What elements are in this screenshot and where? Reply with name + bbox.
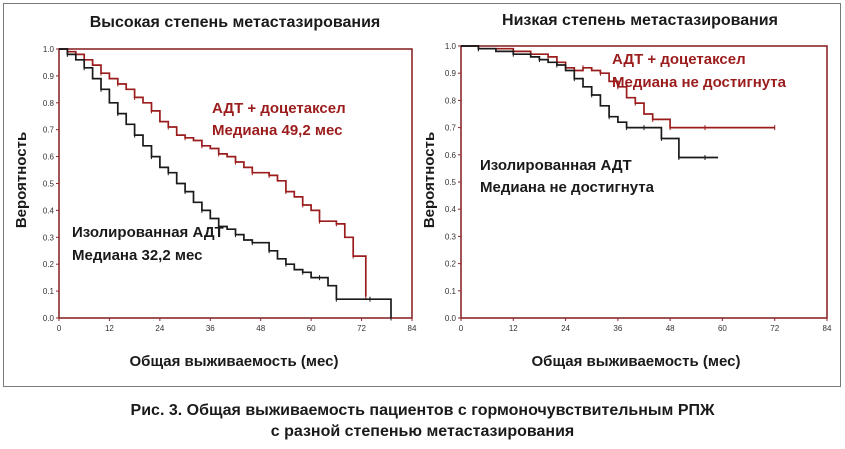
y-tick-label: 0.5 (43, 180, 55, 189)
y-tick-label: 0.4 (43, 206, 55, 215)
y-axis-label-high: Вероятность (13, 132, 30, 228)
figure-caption: Рис. 3. Общая выживаемость пациентов с г… (0, 400, 845, 442)
x-tick-label: 48 (666, 324, 675, 333)
chart-title-low: Низкая степень метастазирования (502, 12, 778, 29)
x-tick-label: 60 (718, 324, 727, 333)
x-tick-label: 60 (307, 324, 316, 333)
y-axis-label-low: Вероятность (421, 132, 438, 228)
plot-frame-high (58, 48, 413, 319)
y-tick-label: 0.0 (43, 314, 55, 323)
x-tick-label: 24 (561, 324, 570, 333)
x-tick-label: 24 (155, 324, 164, 333)
y-tick-label: 0.2 (445, 260, 457, 269)
y-tick-label: 0.8 (445, 96, 457, 105)
annotation-high-docetaxel-line1: АДТ + доцетаксел (212, 100, 346, 117)
y-tick-label: 1.0 (445, 42, 457, 51)
annotation-low-adt-line2: Медиана не достигнута (480, 179, 655, 196)
x-axis-label-low: Общая выживаемость (мес) (532, 353, 741, 370)
annotation-low-docetaxel-line1: АДТ + доцетаксел (612, 51, 746, 68)
y-tick-label: 0.4 (445, 205, 457, 214)
x-tick-label: 84 (408, 324, 417, 333)
charts-svg: Высокая степень метастазирования Низкая … (13, 12, 832, 370)
y-tick-label: 0.2 (43, 260, 55, 269)
annotation-high-adt-line1: Изолированная АДТ (72, 224, 224, 241)
chart-title-high: Высокая степень метастазирования (90, 14, 381, 31)
x-tick-label: 12 (105, 324, 114, 333)
y-tick-label: 0.7 (445, 124, 457, 133)
y-tick-label: 0.7 (43, 126, 55, 135)
annotation-high-docetaxel-line2: Медиана 49,2 мес (212, 122, 342, 139)
y-tick-label: 0.3 (445, 232, 457, 241)
y-tick-label: 0.9 (445, 69, 457, 78)
y-tick-label: 0.6 (43, 153, 55, 162)
y-tick-label: 0.9 (43, 72, 55, 81)
y-tick-label: 0.1 (43, 287, 55, 296)
annotation-low-docetaxel-line2: Медиана не достигнута (612, 74, 787, 91)
km-curve-adt_docetaxel-high (59, 48, 367, 297)
x-tick-label: 84 (823, 324, 832, 333)
x-tick-label: 36 (613, 324, 622, 333)
annotation-high-adt-line2: Медиана 32,2 мес (72, 247, 202, 264)
km-curve-adt_docetaxel-low (461, 45, 775, 129)
figure-frame (3, 3, 841, 387)
annotation-low-adt-line1: Изолированная АДТ (480, 157, 632, 174)
y-tick-label: 0.1 (445, 287, 457, 296)
y-tick-label: 0.8 (43, 99, 55, 108)
caption-line-1: Рис. 3. Общая выживаемость пациентов с г… (130, 402, 715, 419)
km-curve-adt_alone-low (461, 45, 719, 159)
x-tick-label: 36 (206, 324, 215, 333)
caption-line-2: с разной степенью метастазирования (270, 423, 575, 440)
y-tick-label: 0.6 (445, 151, 457, 160)
y-tick-label: 0.5 (445, 178, 457, 187)
x-axis-label-high: Общая выживаемость (мес) (130, 353, 339, 370)
x-tick-label: 0 (57, 324, 62, 333)
x-tick-label: 72 (357, 324, 366, 333)
x-tick-label: 48 (256, 324, 265, 333)
km-curve-adt_alone-high (59, 48, 392, 318)
y-tick-label: 0.0 (445, 314, 457, 323)
y-tick-label: 1.0 (43, 45, 55, 54)
y-tick-label: 0.3 (43, 233, 55, 242)
x-tick-label: 72 (770, 324, 779, 333)
x-tick-label: 0 (459, 324, 464, 333)
x-tick-label: 12 (509, 324, 518, 333)
